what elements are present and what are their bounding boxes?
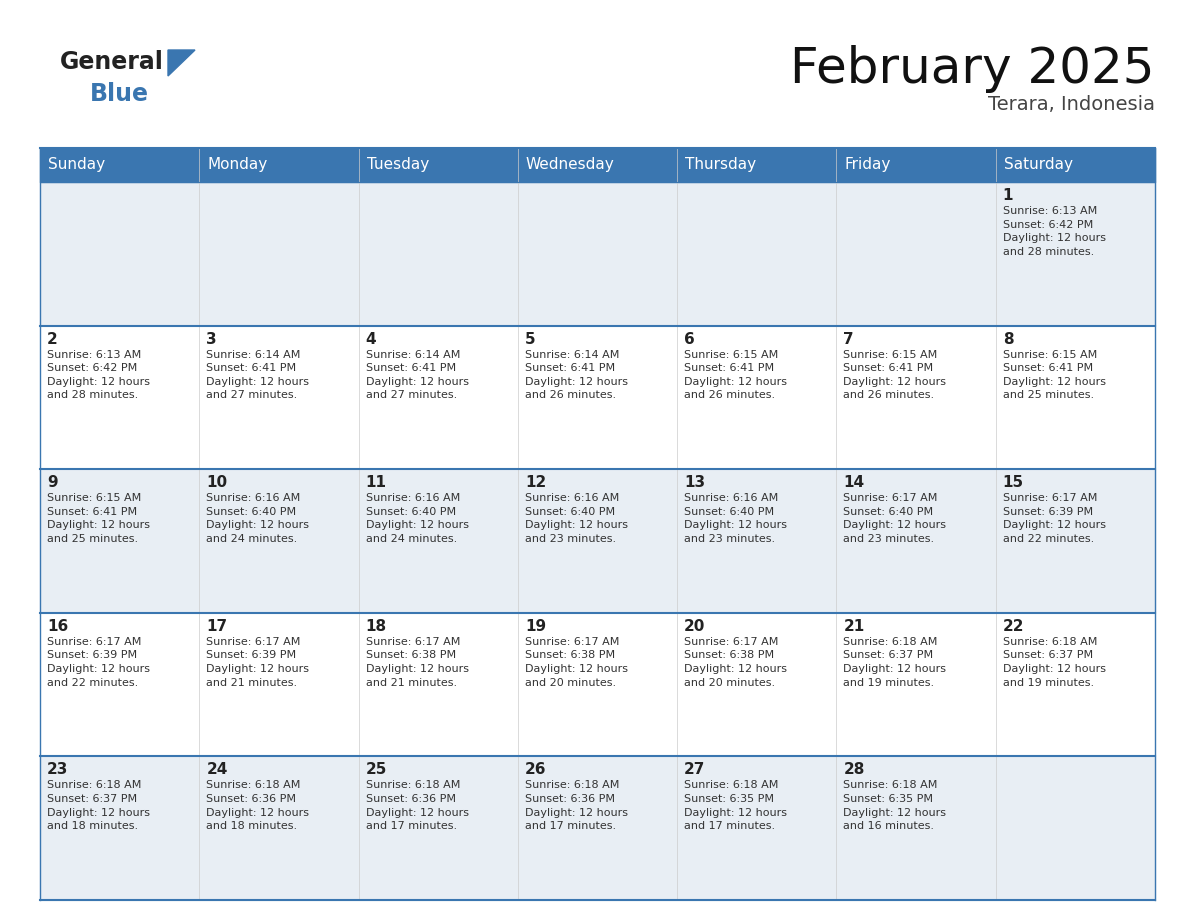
Text: 17: 17 [207,619,227,633]
Text: Sunrise: 6:17 AM
Sunset: 6:39 PM
Daylight: 12 hours
and 21 minutes.: Sunrise: 6:17 AM Sunset: 6:39 PM Dayligh… [207,637,309,688]
Bar [40,326,1155,469]
Text: 14: 14 [843,476,865,490]
Text: Sunrise: 6:16 AM
Sunset: 6:40 PM
Daylight: 12 hours
and 23 minutes.: Sunrise: 6:16 AM Sunset: 6:40 PM Dayligh… [684,493,788,544]
Text: Monday: Monday [207,158,267,173]
Text: 24: 24 [207,763,228,778]
Text: February 2025: February 2025 [790,45,1155,93]
Text: Thursday: Thursday [685,158,757,173]
Text: 8: 8 [1003,331,1013,347]
Text: 5: 5 [525,331,536,347]
Bar [40,613,1155,756]
Text: Sunrise: 6:16 AM
Sunset: 6:40 PM
Daylight: 12 hours
and 23 minutes.: Sunrise: 6:16 AM Sunset: 6:40 PM Dayligh… [525,493,627,544]
Text: 2: 2 [48,331,58,347]
Text: 15: 15 [1003,476,1024,490]
Text: Sunrise: 6:17 AM
Sunset: 6:39 PM
Daylight: 12 hours
and 22 minutes.: Sunrise: 6:17 AM Sunset: 6:39 PM Dayligh… [48,637,150,688]
Text: Sunrise: 6:18 AM
Sunset: 6:37 PM
Daylight: 12 hours
and 18 minutes.: Sunrise: 6:18 AM Sunset: 6:37 PM Dayligh… [48,780,150,831]
Text: Terara, Indonesia: Terara, Indonesia [988,95,1155,114]
Text: 25: 25 [366,763,387,778]
Text: Sunrise: 6:18 AM
Sunset: 6:35 PM
Daylight: 12 hours
and 17 minutes.: Sunrise: 6:18 AM Sunset: 6:35 PM Dayligh… [684,780,788,831]
Text: 13: 13 [684,476,706,490]
Text: Sunrise: 6:18 AM
Sunset: 6:35 PM
Daylight: 12 hours
and 16 minutes.: Sunrise: 6:18 AM Sunset: 6:35 PM Dayligh… [843,780,947,831]
Text: 22: 22 [1003,619,1024,633]
Text: 1: 1 [1003,188,1013,203]
Text: 12: 12 [525,476,546,490]
Text: Wednesday: Wednesday [526,158,614,173]
Text: 28: 28 [843,763,865,778]
Text: 26: 26 [525,763,546,778]
Text: Sunday: Sunday [48,158,105,173]
Bar [40,469,1155,613]
Polygon shape [168,50,195,76]
Text: 20: 20 [684,619,706,633]
Bar [40,182,1155,326]
Text: Sunrise: 6:14 AM
Sunset: 6:41 PM
Daylight: 12 hours
and 26 minutes.: Sunrise: 6:14 AM Sunset: 6:41 PM Dayligh… [525,350,627,400]
Text: Sunrise: 6:15 AM
Sunset: 6:41 PM
Daylight: 12 hours
and 25 minutes.: Sunrise: 6:15 AM Sunset: 6:41 PM Dayligh… [1003,350,1106,400]
Text: Sunrise: 6:17 AM
Sunset: 6:38 PM
Daylight: 12 hours
and 21 minutes.: Sunrise: 6:17 AM Sunset: 6:38 PM Dayligh… [366,637,468,688]
Text: Tuesday: Tuesday [367,158,429,173]
Text: Friday: Friday [845,158,891,173]
Text: 23: 23 [48,763,69,778]
Text: 11: 11 [366,476,386,490]
Text: Sunrise: 6:18 AM
Sunset: 6:36 PM
Daylight: 12 hours
and 17 minutes.: Sunrise: 6:18 AM Sunset: 6:36 PM Dayligh… [366,780,468,831]
Text: 6: 6 [684,331,695,347]
Text: 16: 16 [48,619,68,633]
Text: 4: 4 [366,331,377,347]
Bar [40,756,1155,900]
Bar [40,148,1155,182]
Text: 27: 27 [684,763,706,778]
Text: 18: 18 [366,619,387,633]
Text: 10: 10 [207,476,227,490]
Text: 19: 19 [525,619,546,633]
Text: Sunrise: 6:17 AM
Sunset: 6:40 PM
Daylight: 12 hours
and 23 minutes.: Sunrise: 6:17 AM Sunset: 6:40 PM Dayligh… [843,493,947,544]
Text: Sunrise: 6:15 AM
Sunset: 6:41 PM
Daylight: 12 hours
and 25 minutes.: Sunrise: 6:15 AM Sunset: 6:41 PM Dayligh… [48,493,150,544]
Text: Sunrise: 6:16 AM
Sunset: 6:40 PM
Daylight: 12 hours
and 24 minutes.: Sunrise: 6:16 AM Sunset: 6:40 PM Dayligh… [366,493,468,544]
Text: Sunrise: 6:17 AM
Sunset: 6:39 PM
Daylight: 12 hours
and 22 minutes.: Sunrise: 6:17 AM Sunset: 6:39 PM Dayligh… [1003,493,1106,544]
Text: Sunrise: 6:15 AM
Sunset: 6:41 PM
Daylight: 12 hours
and 26 minutes.: Sunrise: 6:15 AM Sunset: 6:41 PM Dayligh… [843,350,947,400]
Text: Sunrise: 6:18 AM
Sunset: 6:36 PM
Daylight: 12 hours
and 17 minutes.: Sunrise: 6:18 AM Sunset: 6:36 PM Dayligh… [525,780,627,831]
Text: Saturday: Saturday [1004,158,1073,173]
Text: Sunrise: 6:18 AM
Sunset: 6:37 PM
Daylight: 12 hours
and 19 minutes.: Sunrise: 6:18 AM Sunset: 6:37 PM Dayligh… [1003,637,1106,688]
Text: 9: 9 [48,476,58,490]
Text: Sunrise: 6:16 AM
Sunset: 6:40 PM
Daylight: 12 hours
and 24 minutes.: Sunrise: 6:16 AM Sunset: 6:40 PM Dayligh… [207,493,309,544]
Text: 7: 7 [843,331,854,347]
Text: Sunrise: 6:15 AM
Sunset: 6:41 PM
Daylight: 12 hours
and 26 minutes.: Sunrise: 6:15 AM Sunset: 6:41 PM Dayligh… [684,350,788,400]
Text: 21: 21 [843,619,865,633]
Text: Sunrise: 6:18 AM
Sunset: 6:37 PM
Daylight: 12 hours
and 19 minutes.: Sunrise: 6:18 AM Sunset: 6:37 PM Dayligh… [843,637,947,688]
Text: Sunrise: 6:17 AM
Sunset: 6:38 PM
Daylight: 12 hours
and 20 minutes.: Sunrise: 6:17 AM Sunset: 6:38 PM Dayligh… [525,637,627,688]
Text: Sunrise: 6:14 AM
Sunset: 6:41 PM
Daylight: 12 hours
and 27 minutes.: Sunrise: 6:14 AM Sunset: 6:41 PM Dayligh… [207,350,309,400]
Text: Sunrise: 6:13 AM
Sunset: 6:42 PM
Daylight: 12 hours
and 28 minutes.: Sunrise: 6:13 AM Sunset: 6:42 PM Dayligh… [1003,206,1106,257]
Text: Sunrise: 6:18 AM
Sunset: 6:36 PM
Daylight: 12 hours
and 18 minutes.: Sunrise: 6:18 AM Sunset: 6:36 PM Dayligh… [207,780,309,831]
Text: Sunrise: 6:14 AM
Sunset: 6:41 PM
Daylight: 12 hours
and 27 minutes.: Sunrise: 6:14 AM Sunset: 6:41 PM Dayligh… [366,350,468,400]
Text: 3: 3 [207,331,217,347]
Text: General: General [61,50,164,74]
Text: Sunrise: 6:17 AM
Sunset: 6:38 PM
Daylight: 12 hours
and 20 minutes.: Sunrise: 6:17 AM Sunset: 6:38 PM Dayligh… [684,637,788,688]
Text: Sunrise: 6:13 AM
Sunset: 6:42 PM
Daylight: 12 hours
and 28 minutes.: Sunrise: 6:13 AM Sunset: 6:42 PM Dayligh… [48,350,150,400]
Text: Blue: Blue [90,82,148,106]
